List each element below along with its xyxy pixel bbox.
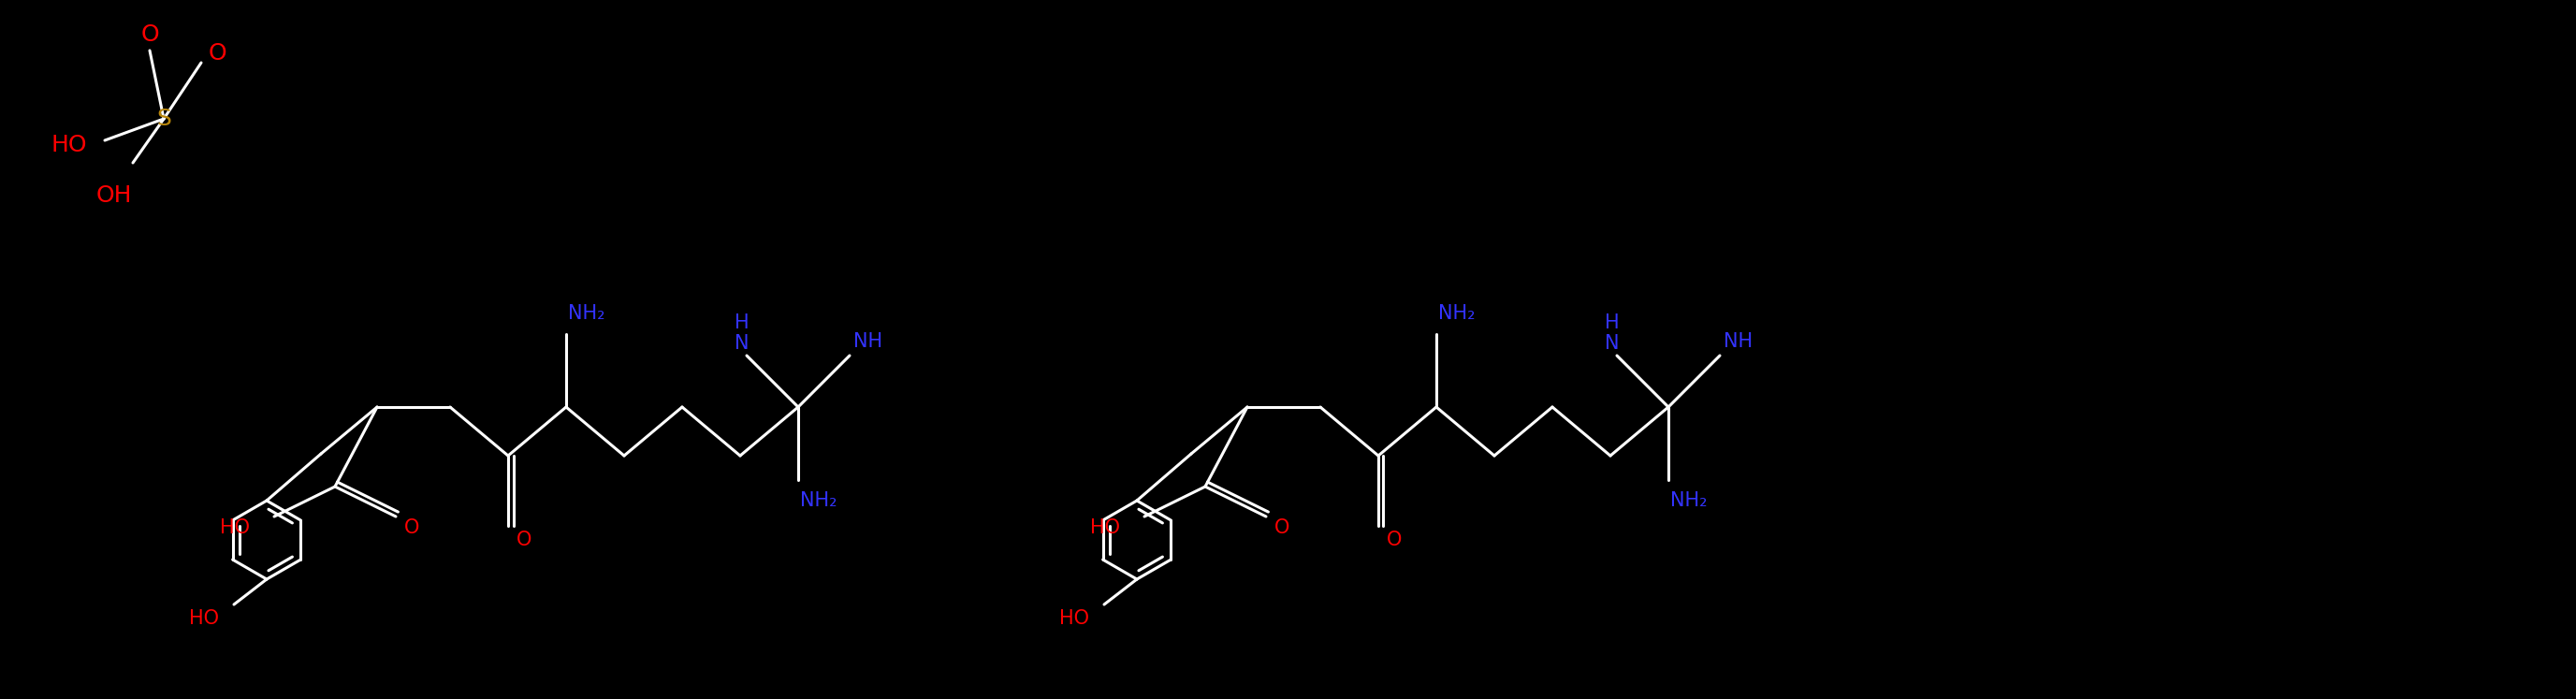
Text: N: N (1605, 334, 1620, 353)
Text: O: O (1386, 531, 1401, 549)
Text: HO: HO (1090, 519, 1121, 537)
Text: HO: HO (52, 134, 88, 157)
Text: O: O (515, 531, 531, 549)
Text: S: S (157, 108, 170, 130)
Text: O: O (1275, 519, 1291, 537)
Text: NH: NH (853, 332, 884, 351)
Text: HO: HO (188, 609, 219, 628)
Text: N: N (734, 334, 750, 353)
Text: OH: OH (95, 185, 131, 207)
Text: O: O (142, 23, 160, 46)
Text: H: H (1605, 313, 1620, 332)
Text: O: O (404, 519, 420, 537)
Text: O: O (209, 42, 227, 64)
Text: HO: HO (1059, 609, 1090, 628)
Text: HO: HO (219, 519, 250, 537)
Text: NH₂: NH₂ (569, 304, 605, 323)
Text: NH₂: NH₂ (801, 491, 837, 510)
Text: NH₂: NH₂ (1437, 304, 1476, 323)
Text: NH: NH (1723, 332, 1754, 351)
Text: H: H (734, 313, 750, 332)
Text: NH₂: NH₂ (1669, 491, 1708, 510)
